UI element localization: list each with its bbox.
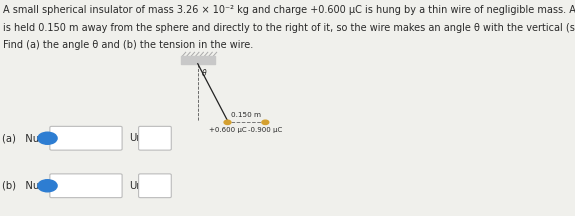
Text: A small spherical insulator of mass 3.26 × 10⁻² kg and charge +0.600 μC is hung : A small spherical insulator of mass 3.26…: [3, 5, 575, 15]
Text: Units: Units: [129, 133, 155, 143]
Circle shape: [224, 120, 231, 124]
Text: $\theta$: $\theta$: [201, 67, 207, 78]
FancyBboxPatch shape: [50, 126, 122, 150]
Text: ∨: ∨: [163, 135, 168, 144]
FancyBboxPatch shape: [139, 174, 171, 198]
Text: -0.900 μC: -0.900 μC: [248, 127, 282, 133]
FancyBboxPatch shape: [50, 174, 122, 198]
FancyBboxPatch shape: [139, 126, 171, 150]
Text: i: i: [45, 133, 49, 143]
Circle shape: [38, 180, 57, 192]
Text: is held 0.150 m away from the sphere and directly to the right of it, so the wir: is held 0.150 m away from the sphere and…: [3, 23, 575, 33]
Circle shape: [38, 132, 57, 144]
Text: 0.150 m: 0.150 m: [231, 112, 262, 118]
Text: +0.600 μC: +0.600 μC: [209, 127, 246, 133]
Text: (a)   Number: (a) Number: [2, 133, 65, 143]
Text: Units: Units: [129, 181, 155, 191]
Text: Find (a) the angle θ and (b) the tension in the wire.: Find (a) the angle θ and (b) the tension…: [3, 40, 254, 50]
Circle shape: [262, 120, 269, 124]
Text: (b)   Number: (b) Number: [2, 181, 65, 191]
Text: ∨: ∨: [163, 182, 168, 191]
Text: i: i: [45, 181, 49, 191]
